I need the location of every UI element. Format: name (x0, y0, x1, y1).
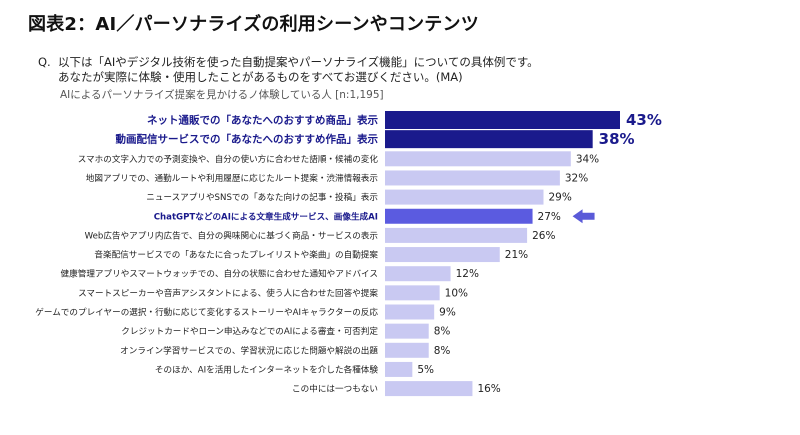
category-label: そのほか、AIを活用したインターネットを介した各種体験 (155, 363, 378, 375)
value-label: 29% (548, 192, 571, 204)
question-prefix: Q. (38, 55, 51, 69)
value-label: 8% (434, 345, 451, 357)
bar (385, 151, 571, 167)
category-label: Web広告やアプリ内広告で、自分の興味関心に基づく商品・サービスの表示 (85, 229, 379, 241)
value-label: 9% (439, 307, 456, 319)
category-label: この中には一つもない (292, 383, 378, 395)
bar (385, 361, 413, 377)
value-label: 27% (538, 211, 561, 223)
category-label: クレジットカードやローン申込みなどでのAIによる審査・可否判定 (121, 325, 378, 337)
category-label: 地図アプリでの、通勤ルートや利用履歴に応じたルート提案・渋滞情報表示 (86, 172, 379, 184)
bar (385, 323, 429, 339)
category-label: 音楽配信サービスでの「あなたに合ったプレイリストや楽曲」の自動提案 (94, 249, 378, 261)
bar (385, 130, 593, 149)
value-label: 16% (477, 383, 500, 395)
bar (385, 266, 451, 282)
bar (385, 189, 544, 205)
bar (385, 342, 429, 358)
bar (385, 208, 533, 224)
category-label: 健康管理アプリやスマートウォッチでの、自分の状態に合わせた通知やアドバイス (61, 268, 378, 280)
bar (385, 247, 500, 263)
bar (385, 304, 435, 320)
value-label: 21% (505, 249, 528, 261)
highlight-arrow-icon (572, 209, 595, 224)
value-label: 10% (445, 287, 468, 299)
question-text: Q. 以下は「AIやデジタル技術を使った自動提案やパーソナライズ機能」についての具… (38, 55, 539, 85)
value-label: 43% (626, 111, 662, 129)
value-label: 38% (599, 130, 635, 148)
bar (385, 170, 560, 186)
category-label: オンライン学習サービスでの、学習状況に応じた問題や解説の出題 (120, 344, 378, 356)
category-label: スマホの文字入力での予測変換や、自分の使い方に合わせた語順・候補の変化 (78, 153, 379, 165)
question-line-2: あなたが実際に体験・使用したことがあるものをすべてお選びください。(MA) (58, 70, 463, 84)
bar (385, 285, 440, 301)
category-label: スマートスピーカーや音声アシスタントによる、使う人に合わせた回答や提案 (78, 287, 378, 299)
category-label: ネット通販での「あなたへのおすすめ商品」表示 (147, 114, 378, 127)
value-label: 34% (576, 153, 599, 165)
bar (385, 111, 620, 129)
value-label: 12% (456, 268, 479, 280)
chart-title: 図表2：AI／パーソナライズの利用シーンやコンテンツ (28, 14, 479, 35)
question-line-1: 以下は「AIやデジタル技術を使った自動提案やパーソナライズ機能」についての具体例… (58, 55, 539, 69)
value-label: 5% (417, 364, 434, 376)
value-label: 32% (565, 172, 588, 184)
value-label: 26% (532, 230, 555, 242)
category-label: 動画配信サービスでの「あなたへのおすすめ作品」表示 (116, 133, 379, 146)
bar (385, 381, 473, 397)
value-label: 8% (434, 326, 451, 338)
category-label: ゲームでのプレイヤーの選択・行動に応じて変化するストーリーやAIキャラクターの反… (35, 306, 378, 318)
category-label: ChatGPTなどのAIによる文章生成サービス、画像生成AI (154, 210, 378, 222)
bar (385, 227, 528, 243)
chart-subtitle: AIによるパーソナライズ提案を見かけるノ体験している人 [n:1,195] (60, 89, 384, 101)
category-label: ニュースアプリやSNSでの「あなた向けの記事・投稿」表示 (146, 191, 378, 203)
